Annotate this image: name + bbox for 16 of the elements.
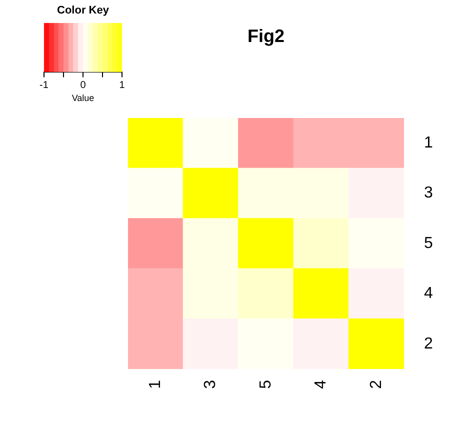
x-tick-label: 4 — [312, 380, 330, 389]
color-bar-title: Value — [72, 93, 94, 104]
x-tick-label: 2 — [368, 380, 385, 389]
y-tick-label: 4 — [424, 285, 433, 302]
color-bar-label: -1 — [40, 80, 49, 91]
chart-title: Fig2 — [247, 26, 285, 46]
x-tick-label: 5 — [257, 380, 274, 389]
x-tick-label: 3 — [202, 380, 220, 389]
legend-title: Color Key — [57, 4, 110, 17]
y-tick-label: 1 — [424, 134, 433, 152]
y-tick-label: 2 — [424, 335, 433, 352]
y-tick-label: 5 — [424, 234, 433, 252]
x-tick-label: 1 — [147, 380, 164, 389]
color-bar-label: 0 — [80, 80, 86, 91]
color-bar-label: 1 — [119, 80, 126, 91]
y-tick-label: 3 — [424, 184, 433, 202]
